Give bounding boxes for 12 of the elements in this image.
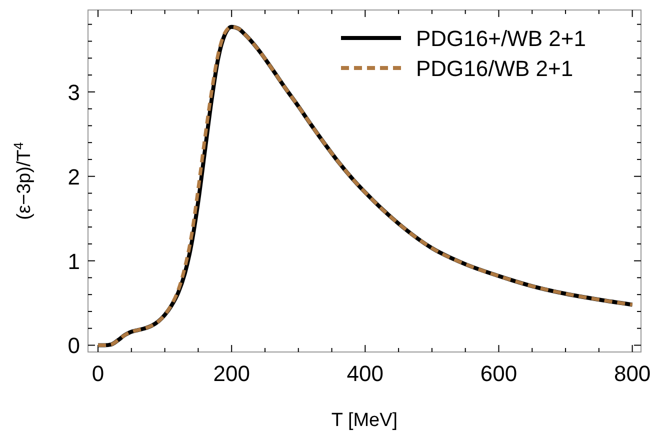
x-axis-title: T [MeV] <box>331 410 398 431</box>
legend-label: PDG16+/WB 2+1 <box>416 26 586 51</box>
x-tick-label: 800 <box>614 361 650 386</box>
x-tick-label: 400 <box>346 361 384 386</box>
legend-label: PDG16/WB 2+1 <box>416 56 574 81</box>
x-tick-label: 200 <box>213 361 250 386</box>
x-tick-label: 600 <box>480 361 518 386</box>
y-tick-label: 1 <box>68 248 80 274</box>
y-tick-label: 0 <box>68 333 80 358</box>
y-tick-label: 3 <box>68 80 80 105</box>
y-tick-label: 2 <box>68 164 80 190</box>
x-tick-label: 0 <box>92 361 104 386</box>
